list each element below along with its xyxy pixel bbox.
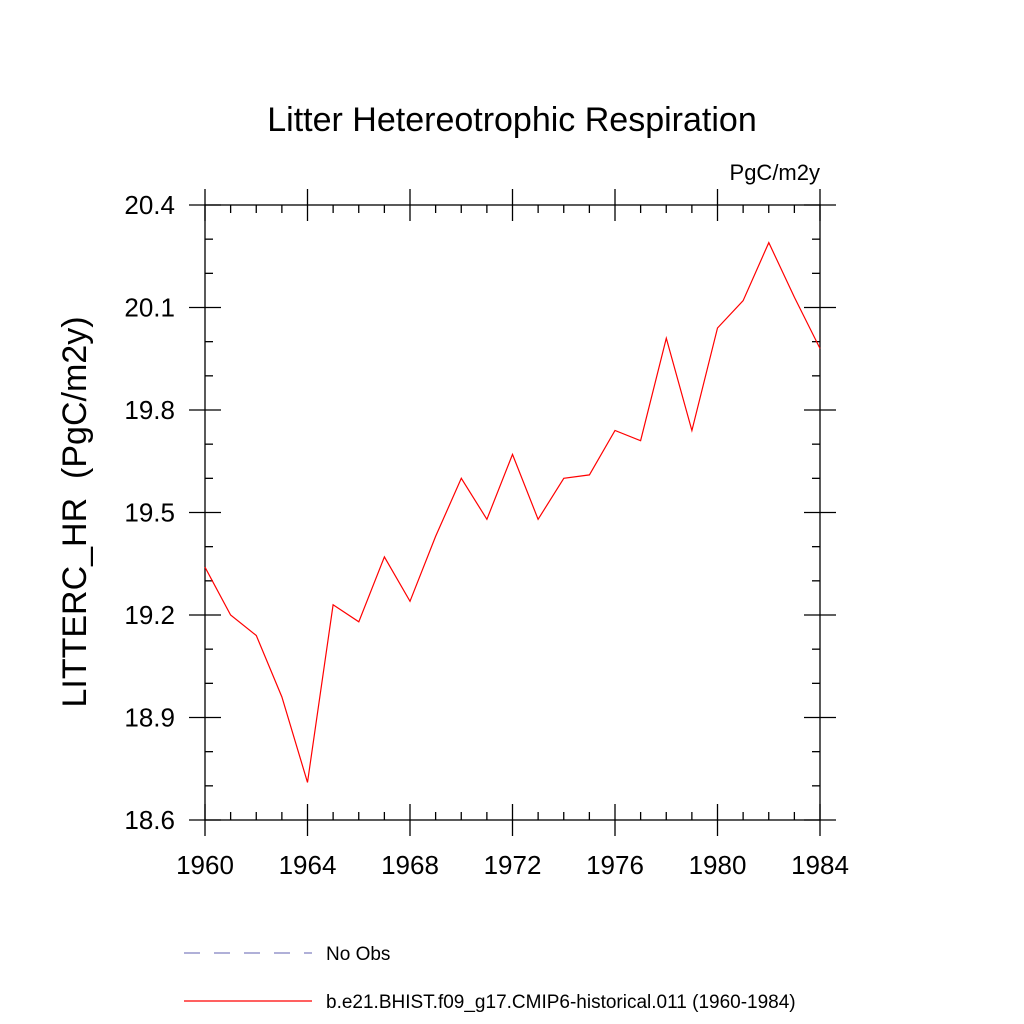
- y-axis-label: LITTERC_HR (PgC/m2y): [56, 316, 94, 707]
- x-tick-label: 1972: [484, 850, 542, 880]
- units-label: PgC/m2y: [730, 160, 820, 185]
- y-tick-label: 19.2: [124, 600, 175, 630]
- y-tick-label: 20.4: [124, 190, 175, 220]
- x-tick-label: 1984: [791, 850, 849, 880]
- x-tick-label: 1960: [176, 850, 234, 880]
- legend: No Obs b.e21.BHIST.f09_g17.CMIP6-historic…: [184, 944, 796, 1013]
- chart-title: Litter Hetereotrophic Respiration: [267, 101, 756, 139]
- plot-area: [204, 241, 821, 783]
- y-tick-label: 18.9: [124, 703, 175, 733]
- legend-label: b.e21.BHIST.f09_g17.CMIP6-historical.011…: [326, 992, 796, 1013]
- axes: 1960 1964 1968 1972 1976 1980 1984 18.6 18.9 19.2…: [124, 189, 849, 880]
- x-tick-label: 1980: [689, 850, 747, 880]
- y-tick-label: 19.5: [124, 498, 175, 528]
- x-tick-label: 1964: [279, 850, 337, 880]
- y-tick-label: 18.6: [124, 805, 175, 835]
- x-tick-label: 1976: [586, 850, 644, 880]
- y-tick-label: 19.8: [124, 395, 175, 425]
- x-tick-label: 1968: [381, 850, 439, 880]
- plot-frame: [204, 204, 821, 821]
- legend-label: No Obs: [326, 944, 390, 965]
- series-line-1: [204, 241, 821, 783]
- y-tick-label: 20.1: [124, 293, 175, 323]
